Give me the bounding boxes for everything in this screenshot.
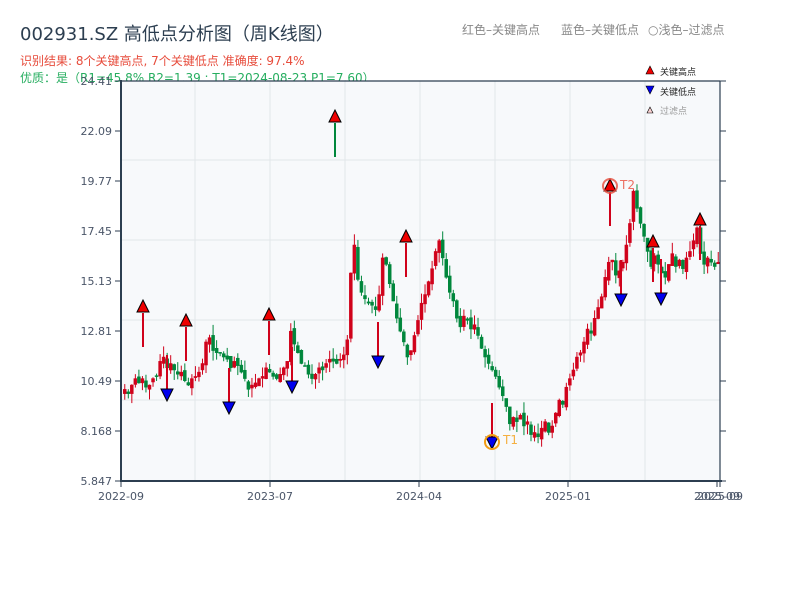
- svg-text:2025-09: 2025-09: [694, 490, 740, 503]
- svg-text:2022-09: 2022-09: [98, 490, 144, 503]
- legend-low-label: 关键低点: [660, 86, 696, 98]
- legend-light-filtered: ○浅色–过滤点: [648, 23, 725, 37]
- svg-text:5.847: 5.847: [81, 475, 113, 488]
- svg-text:2025-01: 2025-01: [545, 490, 591, 503]
- chart-title: 002931.SZ 高低点分析图（周K线图）: [20, 24, 334, 45]
- legend-high-label: 关键高点: [660, 66, 696, 78]
- legend-blue-key-low: 蓝色–关键低点: [561, 23, 640, 37]
- result-summary: 识别结果: 8个关键高点, 7个关键低点 准确度: 97.4%: [20, 54, 305, 68]
- t2-label: T2: [619, 178, 635, 192]
- legend-filtered-triangle-icon: [646, 106, 654, 114]
- svg-text:8.168: 8.168: [81, 425, 113, 438]
- svg-text:24.41: 24.41: [81, 75, 113, 88]
- candles: [123, 184, 720, 447]
- t1-label: T1: [502, 433, 518, 447]
- legend-box: 关键高点 关键低点 过滤点: [645, 65, 696, 117]
- y-tick-labels: 24.41 22.09 19.77 17.45 15.13 12.81 10.49 8.168…: [81, 75, 726, 488]
- svg-text:2024-04: 2024-04: [396, 490, 442, 503]
- x-tick-labels: 2022-09 2023-07 2024-04 2025-01 2025-092025-…: [98, 481, 743, 503]
- svg-text:2023-07: 2023-07: [247, 490, 293, 503]
- svg-text:22.09: 22.09: [81, 125, 113, 138]
- legend-high-triangle-icon: [645, 65, 655, 75]
- legend-filtered-label: 过滤点: [660, 105, 687, 117]
- legend-low-triangle-icon: [645, 85, 655, 95]
- svg-text:12.81: 12.81: [81, 325, 113, 338]
- legend-red-key-high: 红色–关键高点: [462, 23, 541, 37]
- svg-text:15.13: 15.13: [81, 275, 113, 288]
- svg-text:10.49: 10.49: [81, 375, 113, 388]
- gridlines: [121, 81, 720, 481]
- svg-text:2025-09: 2025-09: [697, 490, 743, 503]
- key-point-markers: [136, 108, 707, 451]
- svg-text:17.45: 17.45: [81, 225, 113, 238]
- svg-text:19.77: 19.77: [81, 175, 113, 188]
